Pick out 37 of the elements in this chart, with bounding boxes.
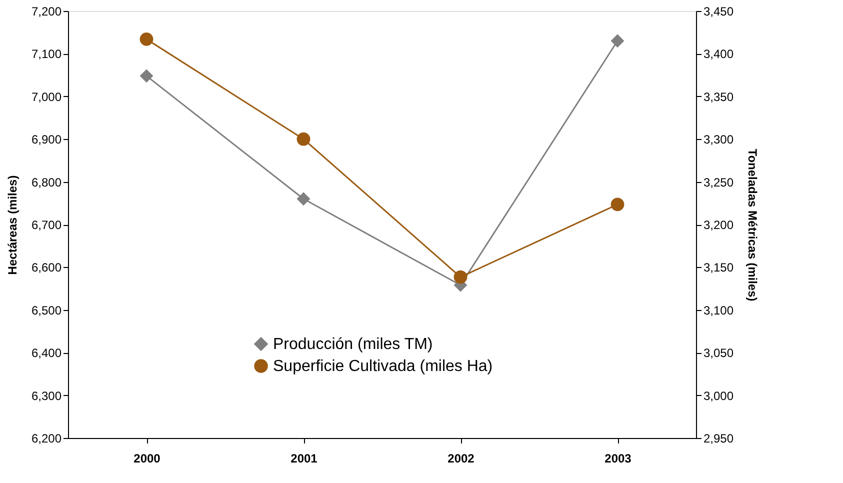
y2-tick-label: 3,300 <box>704 132 734 147</box>
point <box>454 270 468 284</box>
point <box>610 34 624 48</box>
y2-tick-label: 3,350 <box>704 90 734 104</box>
point <box>296 132 310 146</box>
y-tick-label: 6,900 <box>31 132 62 147</box>
point <box>140 69 154 83</box>
y-tick-label: 6,400 <box>31 346 62 360</box>
y2-tick-label: 3,150 <box>704 260 734 275</box>
point <box>140 32 154 46</box>
y-tick-label: 6,600 <box>31 260 62 275</box>
y2-axis-title: Toneladas Métricas (miles) <box>746 148 760 302</box>
y2-tick-label: 3,400 <box>704 47 734 62</box>
x-tick-label: 2001 <box>290 452 318 466</box>
y2-tick-label: 3,450 <box>704 4 734 18</box>
y-tick-label: 6,300 <box>31 388 62 403</box>
y-tick-label: 6,200 <box>31 432 62 446</box>
y2-tick-label: 3,000 <box>704 388 734 403</box>
y2-tick-label: 3,200 <box>704 218 734 232</box>
y-tick-label: 6,500 <box>31 303 62 318</box>
x-tick-label: 2002 <box>448 452 475 466</box>
y-axis-title: Hectáreas (miles) <box>5 175 20 275</box>
point <box>296 192 310 206</box>
y-tick-label: 7,000 <box>31 90 62 104</box>
x-tick-label: 2000 <box>134 452 161 466</box>
legend-label: Producción (miles TM) <box>273 336 433 353</box>
x-tick-label: 2003 <box>604 452 632 466</box>
y-tick-label: 6,800 <box>31 175 62 190</box>
y-tick-label: 7,100 <box>31 47 62 62</box>
y2-tick-label: 3,100 <box>704 303 734 318</box>
y2-tick-label: 3,050 <box>704 346 734 360</box>
legend-label: Superficie Cultivada (miles Ha) <box>273 358 493 375</box>
y2-tick-label: 3,250 <box>704 175 734 190</box>
y2-tick-label: 2,950 <box>704 432 734 446</box>
point <box>610 198 624 212</box>
y-tick-label: 7,200 <box>31 4 62 18</box>
y-tick-label: 6,700 <box>31 218 62 232</box>
